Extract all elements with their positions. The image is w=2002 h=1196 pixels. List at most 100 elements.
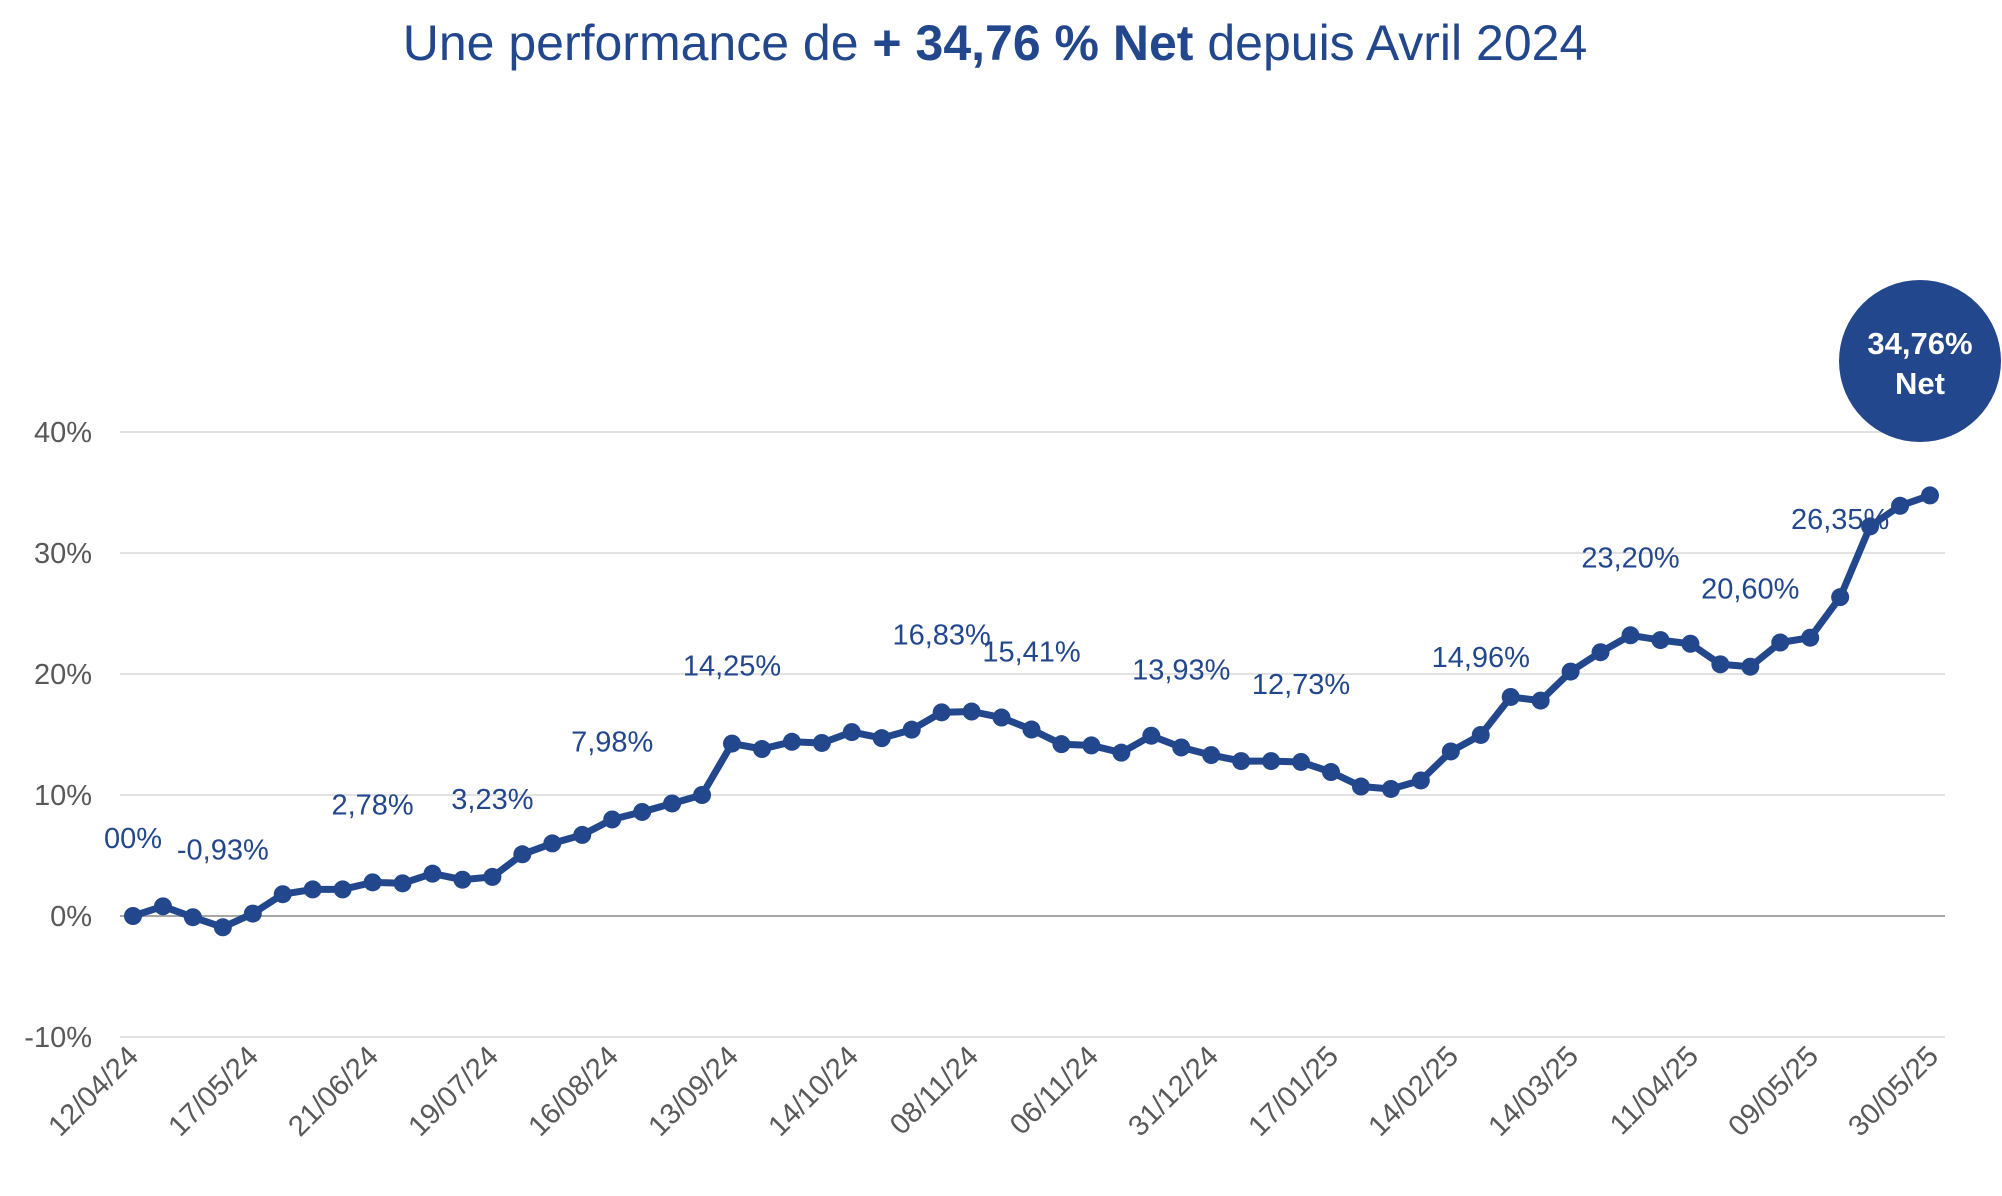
data-point <box>243 904 262 923</box>
data-point <box>1142 726 1161 745</box>
data-point <box>1801 628 1820 647</box>
data-point <box>1771 633 1790 652</box>
data-point <box>273 885 292 904</box>
data-point <box>1381 779 1400 798</box>
x-tick-label: 30/05/25 <box>1842 1040 1944 1142</box>
x-tick-label: 16/08/24 <box>522 1040 624 1142</box>
data-label: -0,93% <box>177 834 269 866</box>
data-point <box>303 880 322 899</box>
data-point <box>213 918 232 937</box>
data-point <box>1232 752 1251 771</box>
data-point <box>1292 752 1311 771</box>
data-point <box>1651 631 1670 650</box>
data-point <box>1262 752 1281 771</box>
data-point <box>812 733 831 752</box>
data-label: 15,41% <box>982 637 1080 669</box>
title-bold: + 34,76 % Net <box>872 15 1194 71</box>
data-label: 00% <box>104 823 162 855</box>
data-point <box>1711 655 1730 674</box>
data-point <box>1531 691 1550 710</box>
data-point <box>782 732 801 751</box>
data-point <box>633 802 652 821</box>
y-tick-label: 20% <box>34 659 92 691</box>
data-point <box>1411 771 1430 790</box>
data-label: 14,96% <box>1432 642 1530 674</box>
x-tick-label: 21/06/24 <box>282 1040 384 1142</box>
data-point <box>842 723 861 742</box>
x-tick-label: 14/02/25 <box>1362 1040 1464 1142</box>
net-badge: 34,76% Net <box>1839 280 2001 442</box>
data-point <box>932 703 951 722</box>
badge-circle <box>1839 280 2001 442</box>
data-point <box>1052 735 1071 754</box>
x-tick-label: 17/05/24 <box>162 1040 264 1142</box>
title-suffix: depuis Avril 2024 <box>1193 15 1588 71</box>
data-point <box>1202 746 1221 765</box>
data-point <box>1921 486 1939 505</box>
series-points <box>124 486 1939 937</box>
data-point <box>423 864 442 883</box>
data-point <box>1441 742 1460 761</box>
data-point <box>693 786 712 804</box>
data-point <box>1861 517 1880 536</box>
data-label: 13,93% <box>1132 654 1230 686</box>
x-tick-label: 11/04/25 <box>1604 1040 1705 1141</box>
data-point <box>752 740 771 759</box>
data-point <box>1172 738 1191 757</box>
data-label: 7,98% <box>571 726 653 758</box>
badge-net: Net <box>1895 366 1945 401</box>
data-point <box>1891 496 1910 515</box>
data-point <box>1501 687 1520 706</box>
data-label: 20,60% <box>1701 574 1799 606</box>
data-point <box>1322 763 1340 782</box>
data-point <box>124 907 142 925</box>
y-tick-label: 10% <box>34 780 92 812</box>
title-prefix: Une performance de <box>402 15 873 71</box>
data-point <box>723 734 741 753</box>
y-axis-ticks: -10% 0% 10% 20% 30% 40% <box>24 417 92 1054</box>
x-tick-label: 09/05/25 <box>1722 1040 1824 1142</box>
y-tick-label: 40% <box>34 417 92 449</box>
data-point <box>1022 720 1041 739</box>
data-point <box>1471 725 1490 744</box>
data-point <box>1621 626 1640 645</box>
data-label: 23,20% <box>1581 542 1679 574</box>
data-point <box>183 908 202 927</box>
x-tick-label: 19/07/24 <box>402 1040 504 1142</box>
data-point <box>1351 777 1370 796</box>
y-tick-label: 30% <box>34 538 92 570</box>
x-tick-label: 31/12/24 <box>1122 1040 1224 1142</box>
data-point <box>1591 643 1610 662</box>
data-point <box>393 874 412 893</box>
data-point <box>1681 634 1700 653</box>
data-point <box>1561 662 1580 681</box>
x-tick-label: 06/11/24 <box>1004 1040 1105 1141</box>
data-point <box>1082 736 1101 755</box>
gridlines <box>120 431 1945 1038</box>
data-point <box>573 825 592 844</box>
data-point <box>153 897 172 916</box>
x-tick-label: 08/11/24 <box>884 1040 985 1141</box>
data-point <box>1112 743 1131 762</box>
x-axis-ticks: 12/04/24 17/05/24 21/06/24 19/07/24 16/08/24… <box>42 1040 1944 1142</box>
x-tick-label: 13/09/24 <box>642 1040 744 1142</box>
data-label: 2,78% <box>331 789 413 821</box>
data-point <box>603 810 622 829</box>
data-point <box>663 794 682 813</box>
x-tick-label: 14/10/24 <box>762 1040 864 1142</box>
data-point <box>1741 657 1760 676</box>
badge-value: 34,76% <box>1867 326 1972 361</box>
x-tick-label: 17/01/25 <box>1242 1040 1344 1142</box>
data-point <box>1831 588 1850 607</box>
data-labels: 00% -0,93% 2,78% 3,23% 7,98% 14,25% 16,83%15,4… <box>104 504 1889 866</box>
data-point <box>962 702 981 721</box>
data-point <box>513 845 532 864</box>
data-point <box>902 720 921 739</box>
y-tick-label: -10% <box>24 1022 92 1054</box>
data-label: 14,25% <box>683 651 781 683</box>
data-point <box>872 729 891 748</box>
y-tick-label: 0% <box>50 901 92 933</box>
data-point <box>333 880 352 899</box>
data-label: 12,73% <box>1252 669 1350 701</box>
